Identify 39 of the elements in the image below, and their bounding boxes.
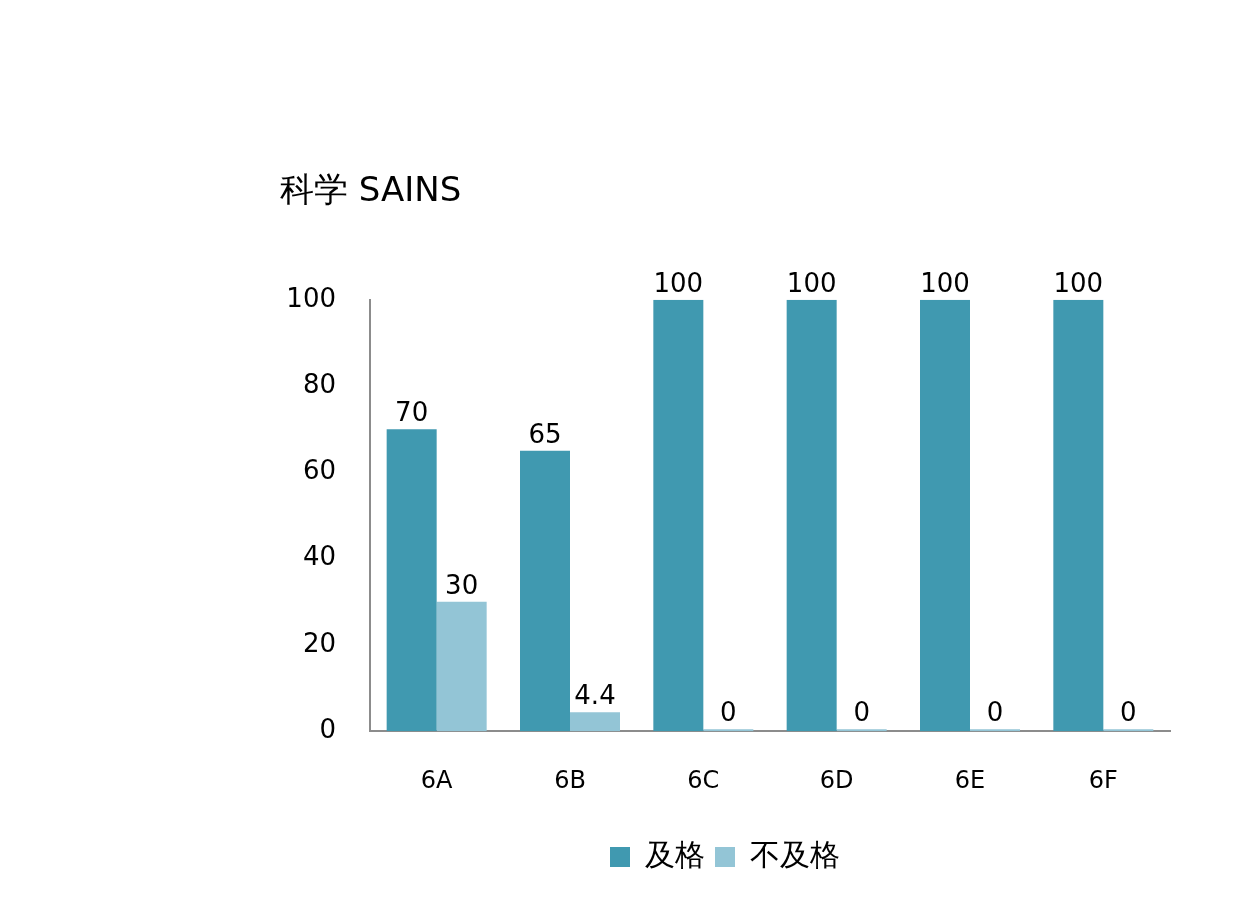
x-tick-label: 6A <box>420 765 454 794</box>
bar <box>703 729 754 732</box>
x-tick-label: 6C <box>687 765 720 794</box>
data-label: 4.4 <box>574 679 616 710</box>
x-tick-label: 6E <box>954 765 986 794</box>
bar <box>786 299 837 732</box>
data-label: 0 <box>853 696 870 727</box>
data-label: 0 <box>1120 696 1137 727</box>
bar <box>520 450 570 732</box>
legend-label: 不及格 <box>750 836 840 872</box>
bar <box>653 299 704 732</box>
data-label: 0 <box>720 696 737 727</box>
y-tick-label: 0 <box>319 713 336 744</box>
data-label: 100 <box>653 267 704 298</box>
data-label: 30 <box>445 569 479 600</box>
bar <box>1103 729 1154 732</box>
x-tick-label: 6F <box>1088 765 1118 794</box>
bar <box>1053 299 1104 732</box>
legend-label: 及格 <box>645 836 705 872</box>
data-label: 65 <box>528 418 562 449</box>
x-tick-label: 6B <box>554 765 586 794</box>
y-tick-label: 20 <box>302 627 336 658</box>
bar <box>570 712 620 732</box>
data-label: 70 <box>395 396 429 427</box>
x-tick-label: 6D <box>819 765 854 794</box>
chart-title: 科学 SAINS <box>280 169 462 210</box>
y-tick-label: 60 <box>302 455 336 486</box>
bar <box>386 429 437 732</box>
bar <box>970 729 1020 732</box>
bar <box>836 729 887 732</box>
y-tick-label: 80 <box>302 368 336 399</box>
bar <box>436 601 487 732</box>
data-label: 100 <box>1053 267 1104 298</box>
bar <box>920 299 970 732</box>
data-label: 100 <box>920 267 970 298</box>
y-tick-label: 100 <box>286 282 336 313</box>
data-label: 100 <box>786 267 837 298</box>
y-tick-label: 40 <box>302 541 336 572</box>
data-label: 0 <box>986 696 1004 727</box>
